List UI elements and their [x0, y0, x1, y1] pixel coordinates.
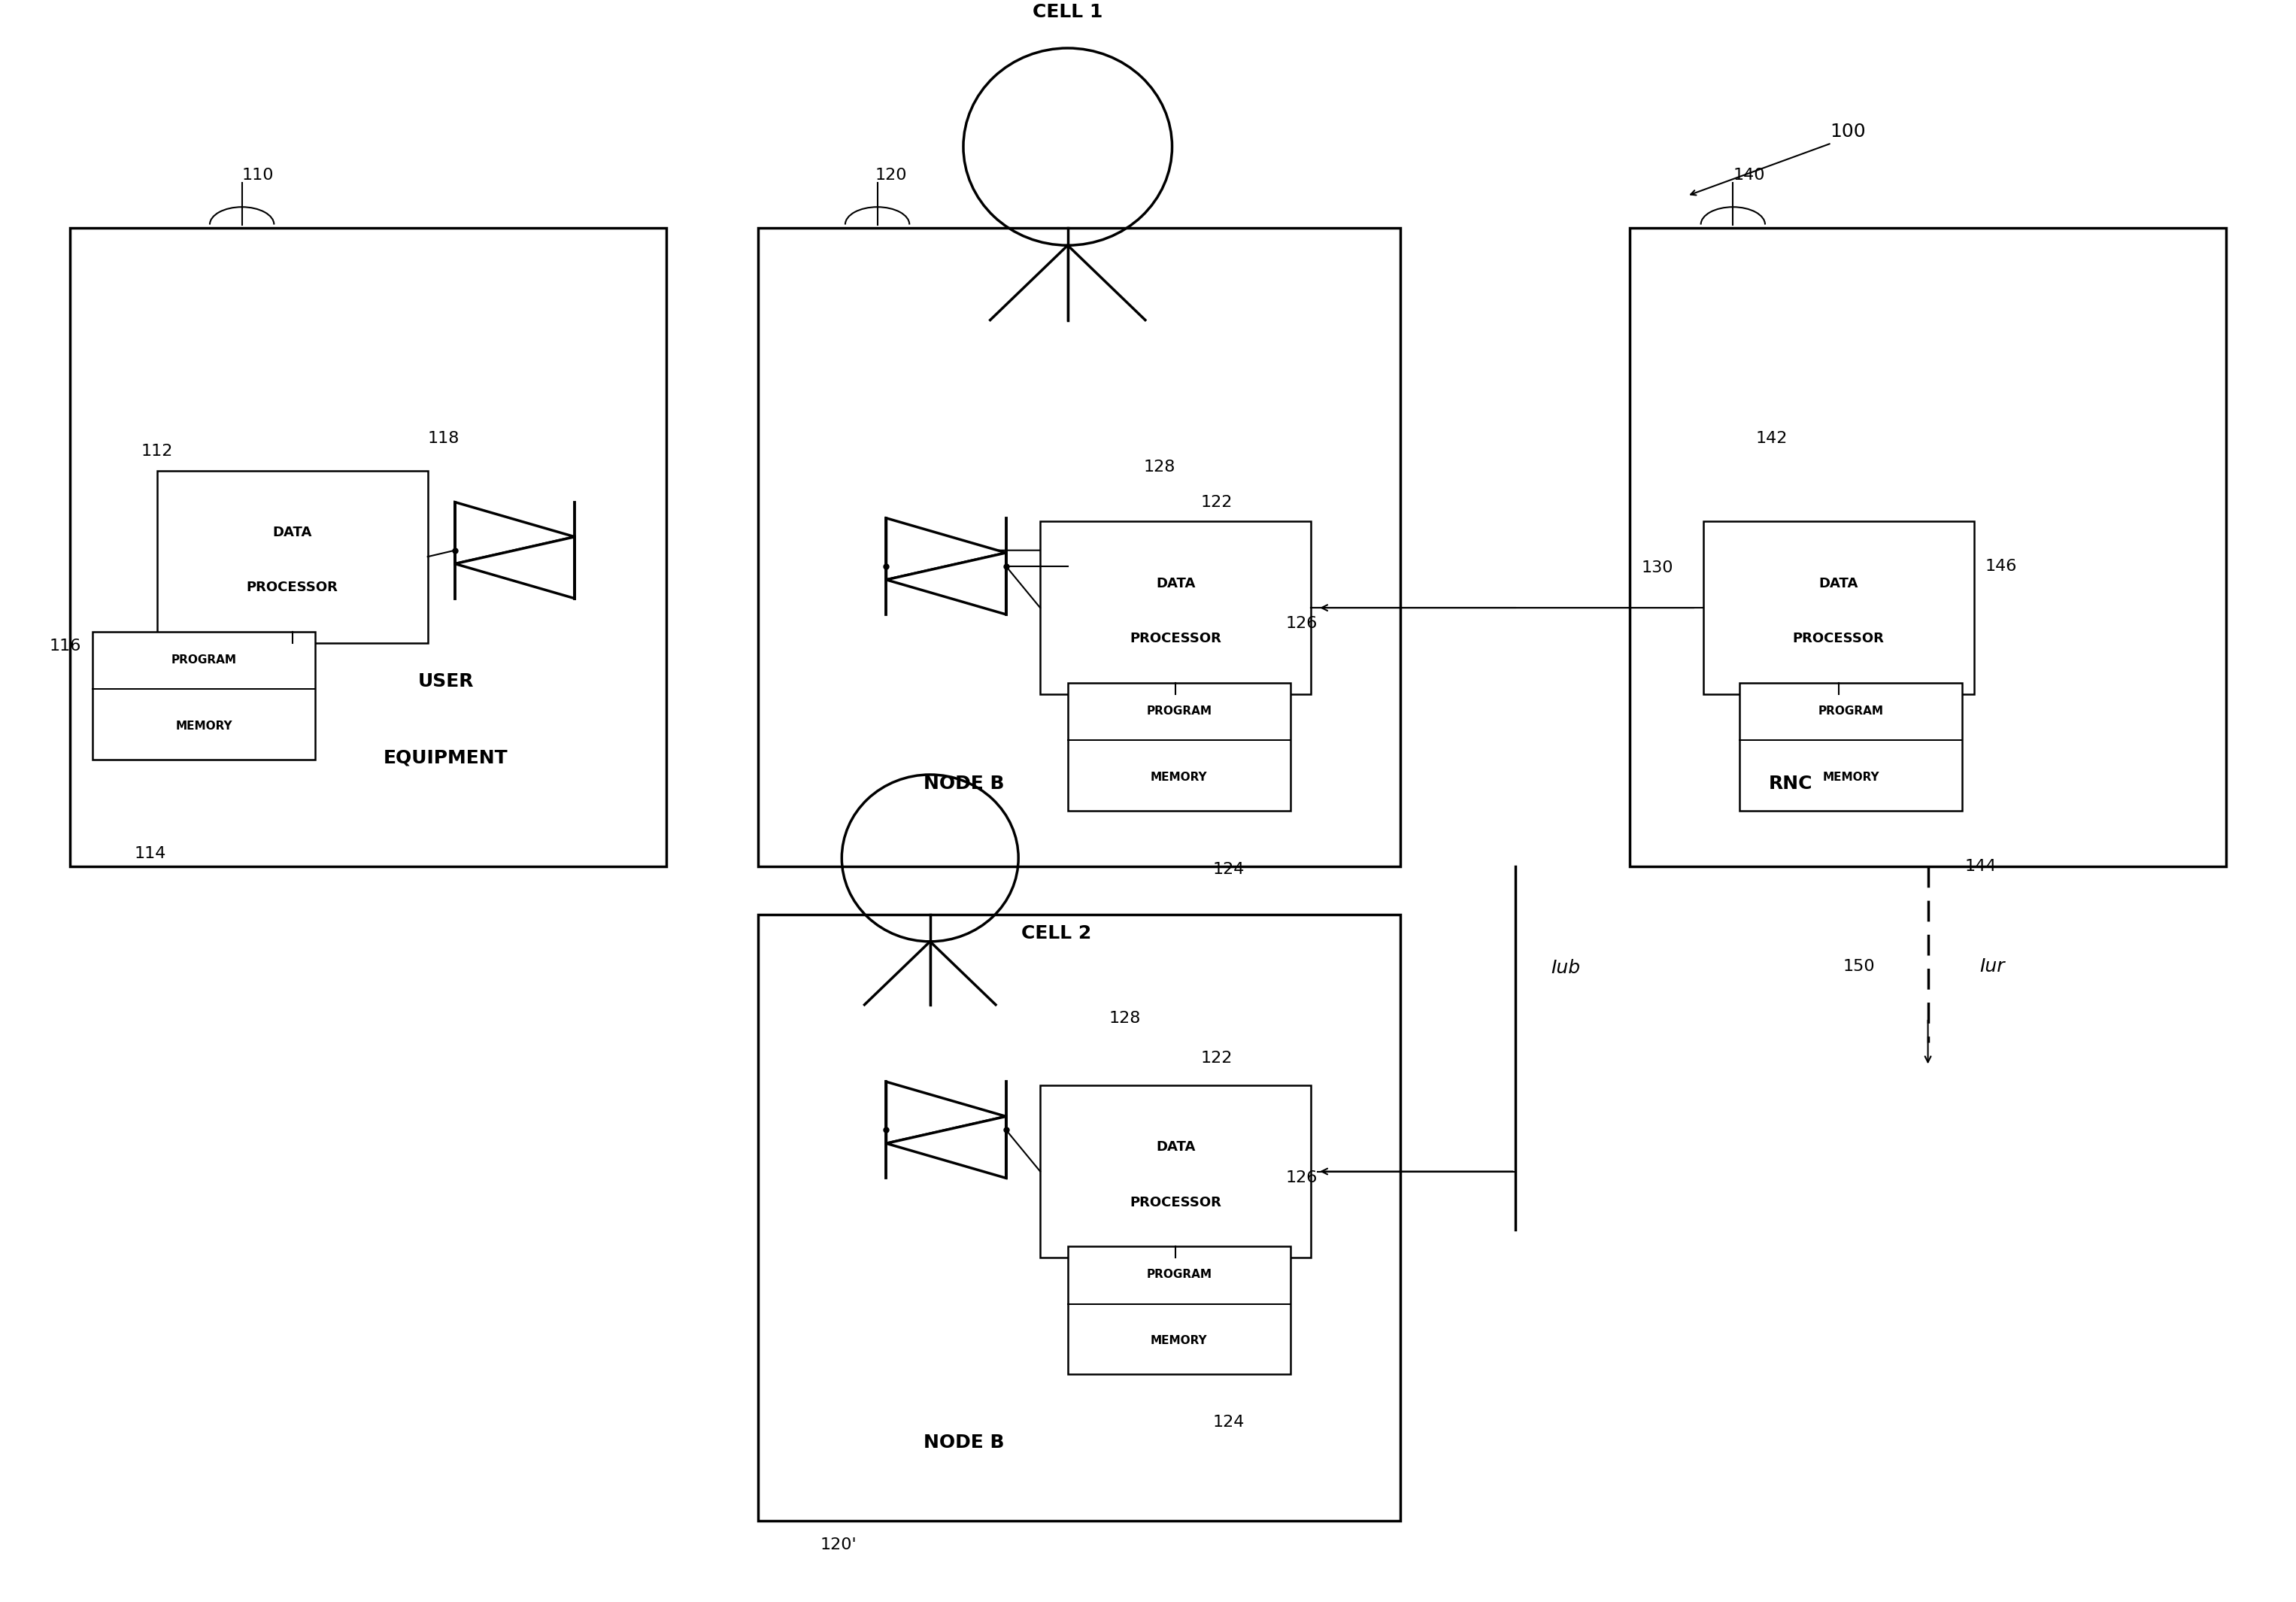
Text: Iur: Iur: [1979, 958, 2004, 976]
Text: Iub: Iub: [1550, 960, 1580, 977]
Text: 140: 140: [1733, 168, 1766, 183]
Bar: [1040, 1085, 1311, 1258]
Bar: [1068, 682, 1290, 811]
Polygon shape: [886, 1081, 1006, 1144]
Text: 142: 142: [1756, 431, 1789, 445]
Text: 128: 128: [1143, 460, 1176, 474]
Polygon shape: [886, 1117, 1006, 1177]
Text: 114: 114: [133, 846, 165, 862]
Text: PROCESSOR: PROCESSOR: [246, 582, 338, 594]
Text: 120: 120: [875, 168, 907, 183]
Text: 126: 126: [1286, 1171, 1318, 1185]
Text: PROGRAM: PROGRAM: [1146, 705, 1212, 716]
Bar: [1704, 522, 1975, 694]
Text: PROGRAM: PROGRAM: [1818, 705, 1883, 716]
Text: PROGRAM: PROGRAM: [1146, 1269, 1212, 1280]
Text: 110: 110: [241, 168, 273, 183]
Text: USER: USER: [418, 673, 473, 690]
Text: 100: 100: [1830, 123, 1867, 141]
Bar: [758, 227, 1401, 867]
Bar: [156, 471, 427, 642]
Text: 124: 124: [1212, 862, 1244, 878]
Text: NODE B: NODE B: [923, 1434, 1003, 1451]
Text: PROCESSOR: PROCESSOR: [1130, 1195, 1221, 1210]
Text: 130: 130: [1642, 561, 1674, 575]
Text: 144: 144: [1965, 859, 1998, 875]
Bar: [1068, 1246, 1290, 1375]
Bar: [1630, 227, 2227, 867]
Polygon shape: [886, 553, 1006, 615]
Text: EQUIPMENT: EQUIPMENT: [383, 748, 507, 767]
Text: MEMORY: MEMORY: [1150, 772, 1208, 783]
Polygon shape: [455, 501, 574, 564]
Bar: [92, 631, 315, 759]
Text: 112: 112: [140, 444, 172, 458]
Text: PROGRAM: PROGRAM: [172, 654, 236, 665]
Text: PROCESSOR: PROCESSOR: [1793, 633, 1885, 646]
Text: DATA: DATA: [1818, 577, 1857, 591]
Bar: [1040, 522, 1311, 694]
Text: 120': 120': [820, 1538, 856, 1552]
Bar: [1740, 682, 1963, 811]
Text: 126: 126: [1286, 617, 1318, 631]
Text: 150: 150: [1844, 958, 1876, 974]
Text: NODE B: NODE B: [923, 774, 1003, 793]
Text: 128: 128: [1109, 1011, 1141, 1025]
Text: 122: 122: [1201, 495, 1233, 509]
Text: PROCESSOR: PROCESSOR: [1130, 633, 1221, 646]
Text: DATA: DATA: [1155, 577, 1196, 591]
Text: MEMORY: MEMORY: [1150, 1336, 1208, 1347]
Bar: [69, 227, 666, 867]
Text: MEMORY: MEMORY: [1823, 772, 1880, 783]
Text: 124: 124: [1212, 1415, 1244, 1429]
Polygon shape: [886, 517, 1006, 580]
Text: CELL 2: CELL 2: [1022, 924, 1091, 942]
Text: DATA: DATA: [273, 525, 312, 540]
Text: CELL 1: CELL 1: [1033, 3, 1102, 21]
Bar: [758, 915, 1401, 1522]
Polygon shape: [455, 537, 574, 599]
Text: DATA: DATA: [1155, 1141, 1196, 1153]
Text: RNC: RNC: [1768, 774, 1814, 793]
Text: 122: 122: [1201, 1051, 1233, 1065]
Text: 116: 116: [48, 639, 80, 654]
Text: 146: 146: [1986, 559, 2018, 574]
Text: 118: 118: [427, 431, 459, 445]
Text: MEMORY: MEMORY: [174, 721, 232, 732]
